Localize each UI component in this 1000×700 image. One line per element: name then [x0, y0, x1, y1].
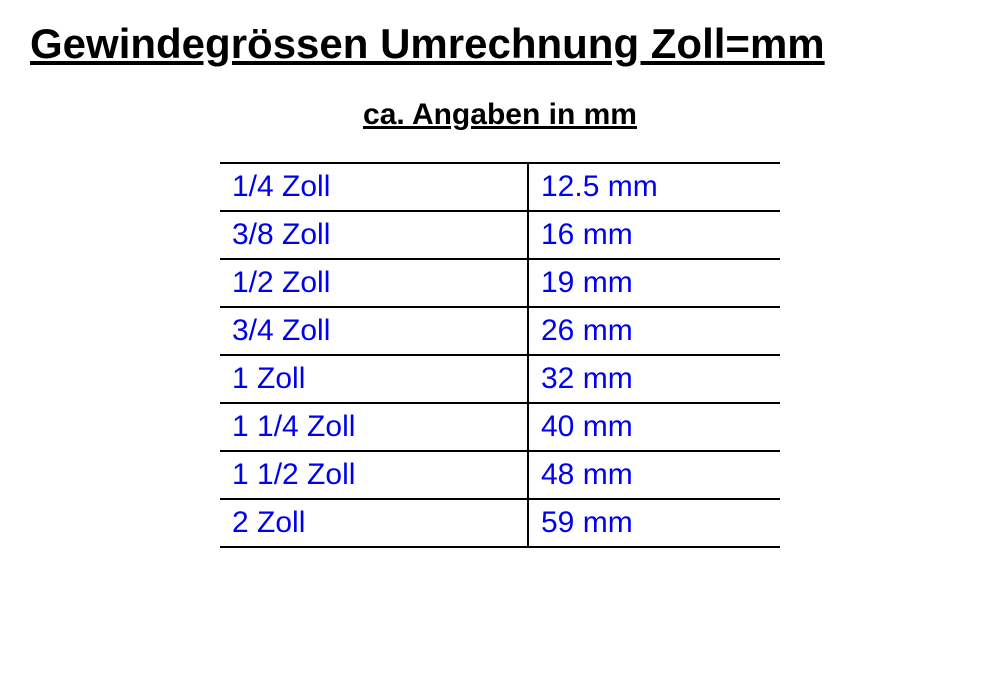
mm-cell: 26 mm — [528, 307, 780, 355]
table-row: 3/8 Zoll 16 mm — [220, 211, 780, 259]
zoll-cell: 1/4 Zoll — [220, 163, 528, 211]
page-title: Gewindegrössen Umrechnung Zoll=mm — [20, 20, 980, 68]
table-row: 3/4 Zoll 26 mm — [220, 307, 780, 355]
table-row: 1/4 Zoll 12.5 mm — [220, 163, 780, 211]
table-row: 1/2 Zoll 19 mm — [220, 259, 780, 307]
mm-cell: 16 mm — [528, 211, 780, 259]
table-row: 1 1/4 Zoll 40 mm — [220, 403, 780, 451]
mm-cell: 32 mm — [528, 355, 780, 403]
table-row: 1 Zoll 32 mm — [220, 355, 780, 403]
zoll-cell: 1 1/4 Zoll — [220, 403, 528, 451]
table-container: 1/4 Zoll 12.5 mm 3/8 Zoll 16 mm 1/2 Zoll… — [20, 162, 980, 548]
page-subtitle: ca. Angaben in mm — [20, 98, 980, 132]
zoll-cell: 3/8 Zoll — [220, 211, 528, 259]
conversion-table: 1/4 Zoll 12.5 mm 3/8 Zoll 16 mm 1/2 Zoll… — [220, 162, 780, 548]
mm-cell: 59 mm — [528, 499, 780, 547]
mm-cell: 12.5 mm — [528, 163, 780, 211]
mm-cell: 48 mm — [528, 451, 780, 499]
zoll-cell: 1 1/2 Zoll — [220, 451, 528, 499]
mm-cell: 40 mm — [528, 403, 780, 451]
zoll-cell: 1/2 Zoll — [220, 259, 528, 307]
zoll-cell: 3/4 Zoll — [220, 307, 528, 355]
table-row: 2 Zoll 59 mm — [220, 499, 780, 547]
mm-cell: 19 mm — [528, 259, 780, 307]
zoll-cell: 1 Zoll — [220, 355, 528, 403]
zoll-cell: 2 Zoll — [220, 499, 528, 547]
table-row: 1 1/2 Zoll 48 mm — [220, 451, 780, 499]
